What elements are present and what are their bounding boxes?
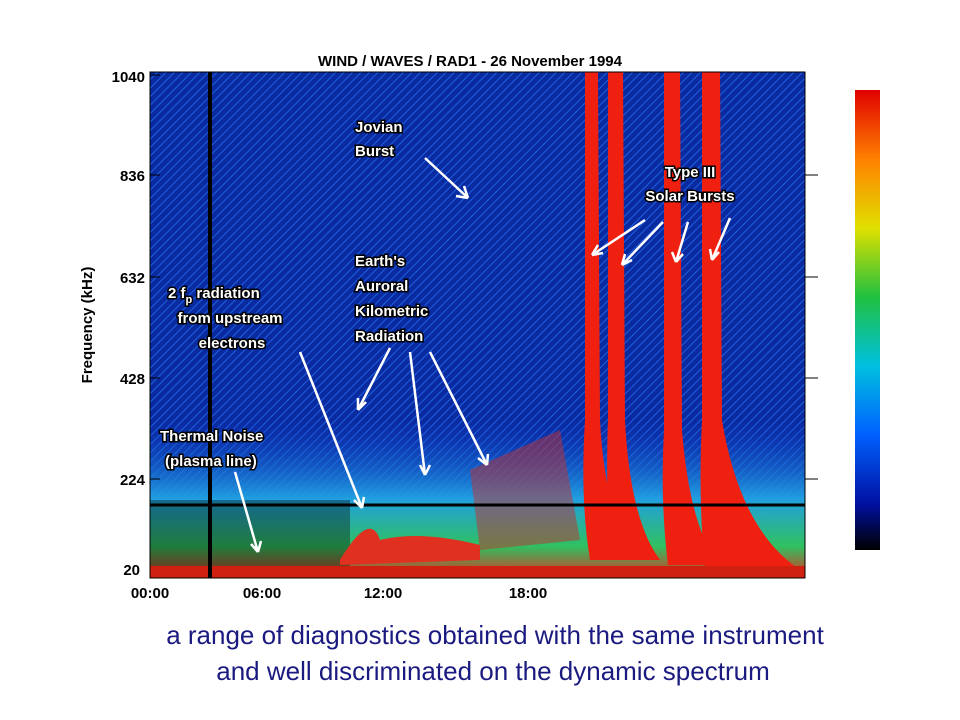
annotation: electrons [199,335,266,352]
annotation: Type III [665,164,716,181]
x-tick-labels: 00:00 06:00 12:00 18:00 [131,585,547,602]
x-tick-label: 18:00 [509,585,547,602]
annotations: Jovian Burst Type III Solar Bursts Earth… [159,118,737,472]
spectrogram [149,71,806,579]
annotation: Radiation [355,328,423,345]
caption: a range of diagnostics obtained with the… [166,620,824,650]
annotation: from upstream [177,310,282,327]
annotation: Jovian [355,119,403,136]
colorbar [855,90,880,550]
arrows [233,157,732,553]
y-tick-label: 836 [120,168,145,185]
annotation: (plasma line) [165,453,257,470]
annotation: 2 fp radiation [168,285,260,306]
x-tick-label: 06:00 [243,585,281,602]
y-tick-label: 20 [123,562,140,579]
annotation: Auroral [355,278,408,295]
annotation: Solar Bursts [645,188,734,205]
annotation: Burst [355,143,394,160]
y-axis-label: Frequency (kHz) [79,267,96,384]
axis-ticks [150,74,818,480]
x-tick-label: 12:00 [364,585,402,602]
annotation: Kilometric [355,303,428,320]
x-tick-label: 00:00 [131,585,169,602]
annotation: Thermal Noise [160,428,263,445]
y-tick-labels: 1040 836 632 428 224 20 [112,69,146,579]
y-tick-label: 1040 [112,69,145,86]
figure-title: WIND / WAVES / RAD1 - 26 November 1994 [318,53,623,70]
y-tick-label: 224 [120,472,146,489]
annotation: Earth's [355,253,405,270]
y-tick-label: 428 [120,371,145,388]
caption: and well discriminated on the dynamic sp… [216,656,769,686]
y-tick-label: 632 [120,270,145,287]
